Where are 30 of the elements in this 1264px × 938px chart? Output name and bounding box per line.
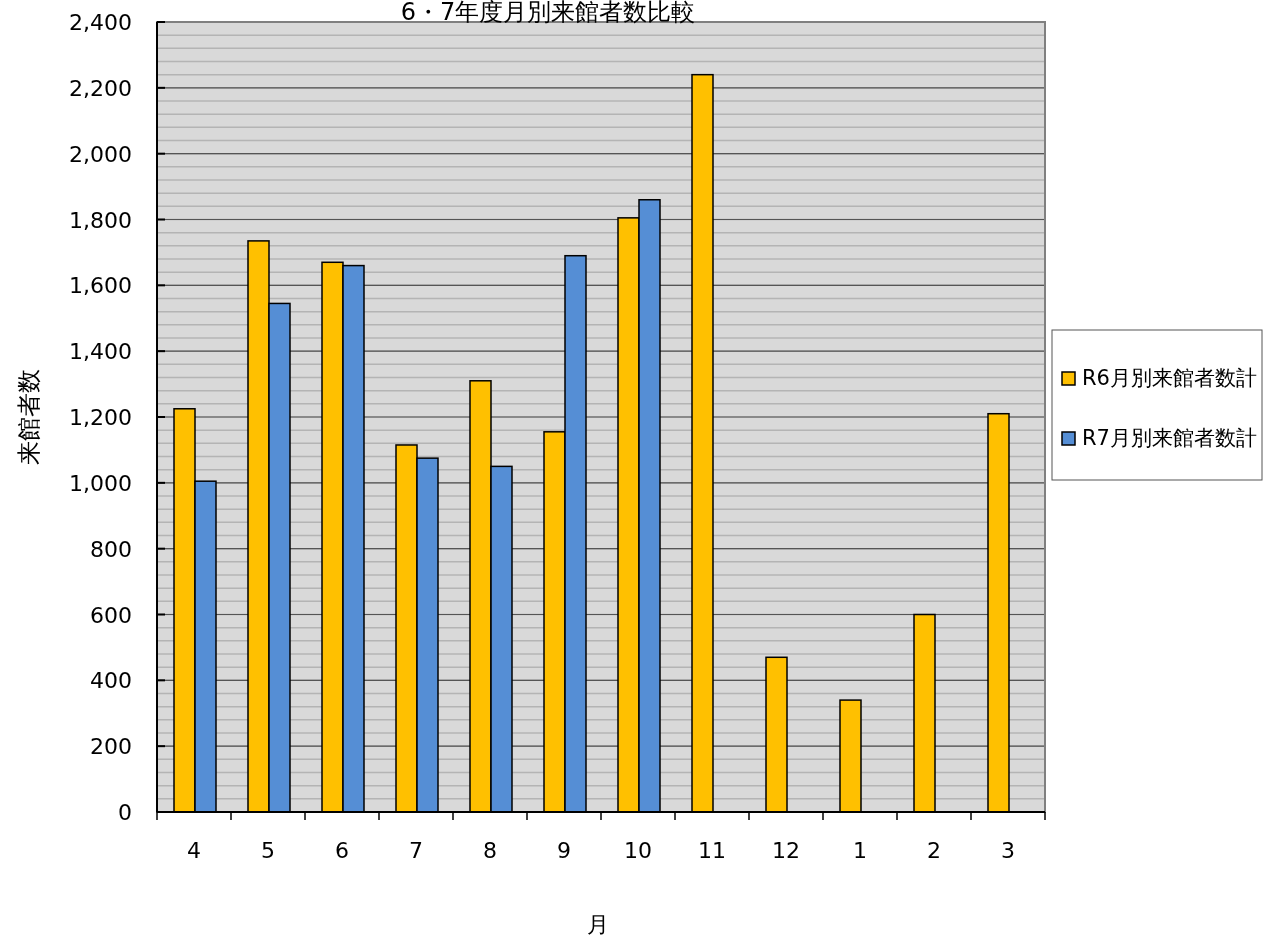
x-tick-label: 9	[557, 838, 571, 863]
legend-label: R7月別来館者数計	[1082, 426, 1257, 450]
x-tick-label: 7	[409, 838, 423, 863]
chart-title: 6・7年度月別来館者数比較	[400, 0, 696, 26]
x-tick-label: 1	[853, 838, 867, 863]
y-tick-label: 2,400	[69, 10, 132, 35]
x-axis-title: 月	[587, 912, 609, 937]
x-tick-label: 8	[483, 838, 497, 863]
x-tick-label: 12	[772, 838, 800, 863]
y-tick-label: 400	[90, 668, 132, 694]
legend-label: R6月別来館者数計	[1082, 366, 1257, 390]
x-tick-label: 10	[624, 838, 652, 863]
x-tick-label: 4	[187, 838, 201, 863]
y-tick-label: 2,000	[69, 141, 132, 167]
y-tick-label: 1,600	[69, 273, 132, 299]
x-tick-label: 11	[698, 838, 726, 863]
x-tick-label: 5	[261, 838, 275, 863]
y-tick-label: 800	[90, 536, 132, 562]
y-axis-title: 来館者数	[15, 369, 43, 465]
y-tick-label: 1,200	[69, 405, 132, 430]
x-tick-label: 3	[1001, 838, 1015, 863]
y-tick-label: 1,000	[69, 470, 132, 496]
x-tick-label: 6	[335, 838, 349, 863]
y-tick-label: 1,800	[69, 207, 132, 233]
y-tick-label: 0	[118, 800, 132, 825]
y-tick-label: 2,200	[69, 75, 132, 101]
y-tick-label: 200	[90, 734, 132, 760]
y-tick-label: 600	[90, 602, 132, 628]
y-tick-label: 1,400	[69, 339, 132, 365]
x-tick-label: 2	[927, 838, 941, 863]
